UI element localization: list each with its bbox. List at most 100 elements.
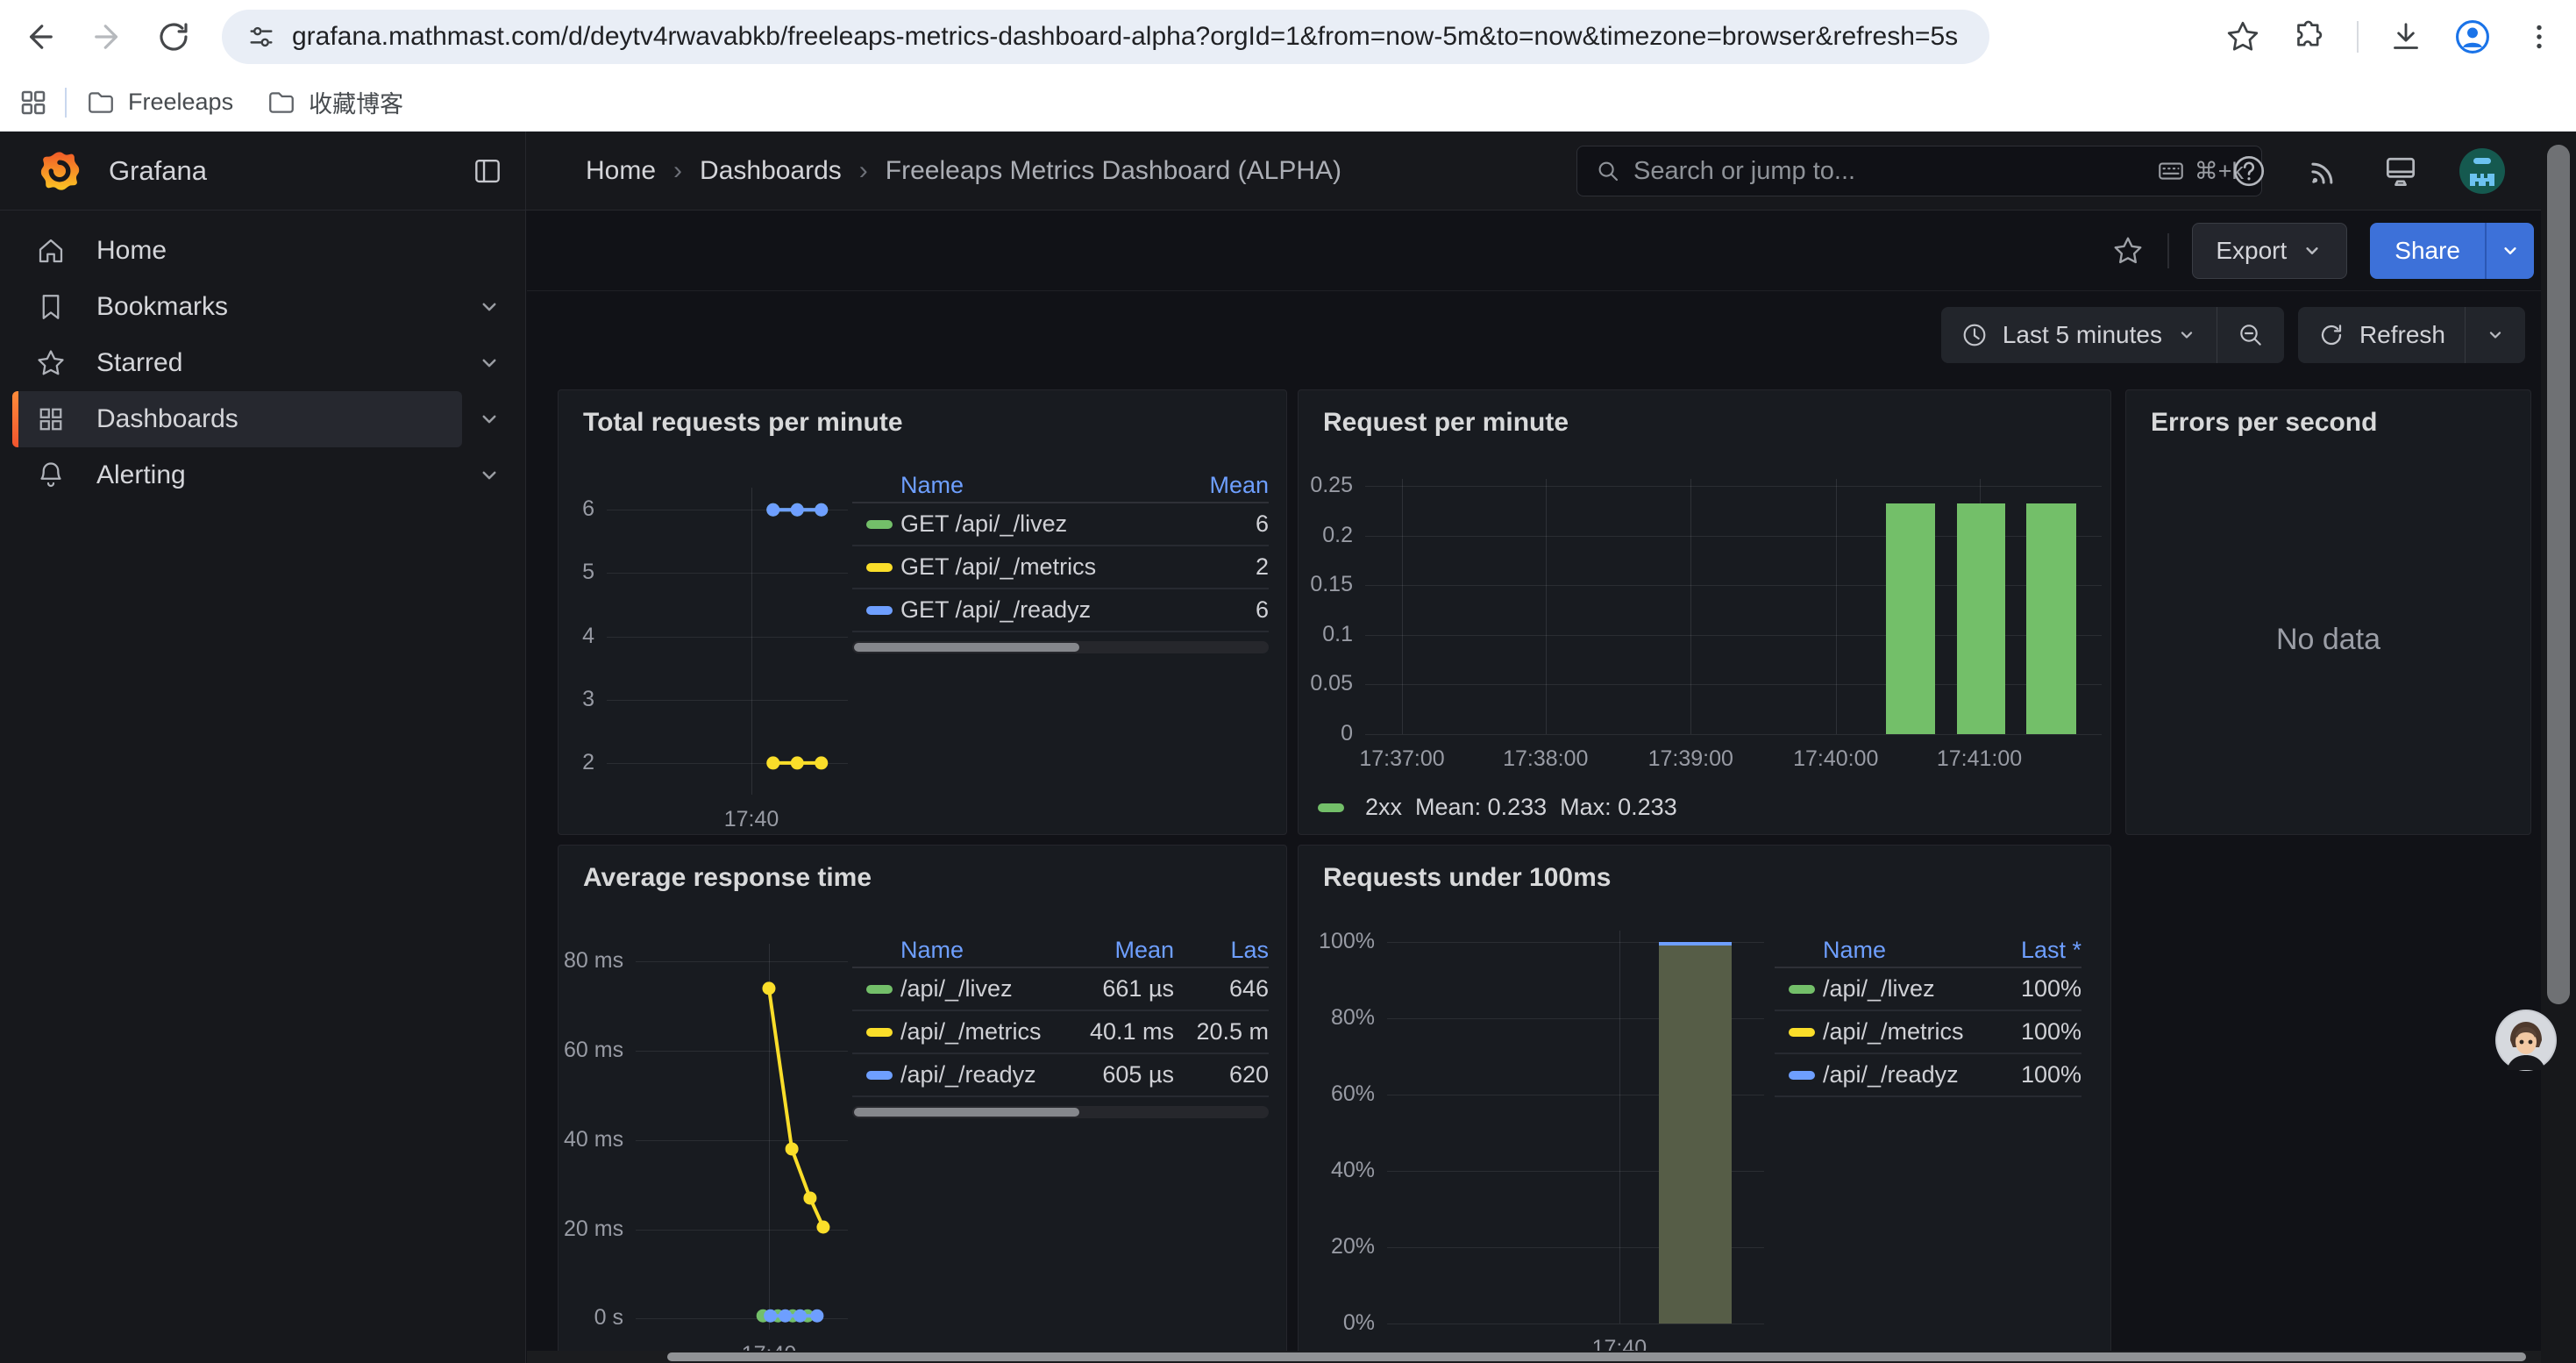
x-axis-tick-label: 17:39:00 [1612, 746, 1769, 772]
legend-row[interactable]: /api/_/metrics 100% [1775, 1011, 2081, 1054]
share-dropdown-button[interactable] [2485, 223, 2534, 279]
url-text: grafana.mathmast.com/d/deytv4rwavabkb/fr… [292, 22, 1958, 52]
chevron-down-icon[interactable] [462, 406, 516, 432]
panel-legend[interactable]: 2xx Mean: 0.233 Max: 0.233 [1318, 794, 1677, 821]
y-axis-tick-label: 40% [1304, 1158, 1375, 1183]
browser-toolbar: grafana.mathmast.com/d/deytv4rwavabkb/fr… [0, 0, 2576, 74]
timeseries-plot [607, 488, 848, 795]
panel-errors-per-second[interactable]: Errors per second No data [2125, 389, 2531, 835]
folder-icon [267, 88, 296, 118]
dashboards-grid-icon [35, 403, 67, 435]
favorite-star-icon[interactable] [2111, 234, 2145, 268]
panel-average-response-time[interactable]: Average response time Name Mean Las /api… [558, 845, 1287, 1363]
vertical-scrollbar[interactable] [2541, 132, 2576, 1363]
dashboard-canvas: Export Share Last 5 minutes [527, 211, 2541, 1363]
y-axis-tick-label: 0% [1304, 1310, 1375, 1336]
y-axis-tick-label: 0.1 [1304, 622, 1353, 647]
legend-row[interactable]: /api/_/livez 100% [1775, 968, 2081, 1011]
series-swatch [1789, 985, 1815, 994]
panel-title[interactable]: Requests under 100ms [1323, 863, 1611, 893]
x-axis-tick-label: 17:41:00 [1901, 746, 2059, 772]
x-axis-tick-label: 17:38:00 [1467, 746, 1625, 772]
panel-title[interactable]: Total requests per minute [583, 408, 903, 438]
search-input[interactable]: Search or jump to... ⌘+k [1576, 146, 2262, 196]
profile-icon[interactable] [2453, 18, 2492, 56]
share-split-button: Share [2370, 223, 2534, 279]
panel-requests-under-100ms[interactable]: Requests under 100ms Name Last * /api/_/… [1298, 845, 2111, 1363]
y-axis-tick-label: 4 [564, 624, 594, 649]
browser-forward-icon[interactable] [86, 16, 128, 58]
horizontal-scrollbar[interactable] [527, 1351, 2541, 1363]
refresh-button[interactable]: Refresh [2298, 307, 2465, 363]
site-settings-icon[interactable] [246, 22, 276, 52]
panel-title[interactable]: Request per minute [1323, 408, 1569, 438]
user-avatar[interactable] [2459, 147, 2506, 195]
series-swatch [866, 1071, 893, 1080]
export-button[interactable]: Export [2192, 223, 2347, 279]
apps-grid-icon[interactable] [18, 87, 49, 118]
series-swatch [1789, 1028, 1815, 1037]
legend-row[interactable]: /api/_/readyz 100% [1775, 1054, 2081, 1097]
sidebar-item-alerting[interactable]: Alerting [12, 447, 462, 503]
panel-total-requests[interactable]: Total requests per minute Name Mean GET … [558, 389, 1287, 835]
zoom-out-button[interactable] [2217, 307, 2284, 363]
scrollbar-thumb[interactable] [2547, 145, 2570, 1004]
browser-menu-icon[interactable] [2520, 18, 2558, 56]
x-axis-tick-label: 17:37:00 [1323, 746, 1481, 772]
bookmark-folder-freeleaps[interactable]: Freeleaps [86, 88, 233, 118]
y-axis-tick-label: 80% [1304, 1005, 1375, 1031]
kiosk-monitor-icon[interactable] [2381, 152, 2420, 190]
series-line [636, 944, 848, 1330]
assistant-avatar[interactable] [2494, 1009, 2558, 1072]
sidebar-item-starred[interactable]: Starred [12, 335, 462, 391]
scrollbar-thumb[interactable] [667, 1352, 2526, 1361]
address-bar[interactable]: grafana.mathmast.com/d/deytv4rwavabkb/fr… [222, 10, 1989, 64]
sidebar-item-home[interactable]: Home [12, 223, 462, 279]
extensions-icon[interactable] [2290, 18, 2329, 56]
series-swatch [866, 1028, 893, 1037]
chevron-down-icon[interactable] [462, 294, 516, 320]
panel-title[interactable]: Errors per second [2151, 408, 2377, 438]
chevron-down-icon[interactable] [462, 350, 516, 376]
sidebar-item-dashboards[interactable]: Dashboards [12, 391, 462, 447]
panel-request-per-minute[interactable]: Request per minute 2xx Mean: 0.233 Max: … [1298, 389, 2111, 835]
legend-row[interactable]: /api/_/livez 661 µs 646 [852, 968, 1269, 1011]
breadcrumb-dashboards[interactable]: Dashboards [700, 156, 842, 186]
time-range-picker[interactable]: Last 5 minutes [1941, 307, 2217, 363]
bookmark-folder-blogs[interactable]: 收藏博客 [267, 85, 403, 119]
bar [1886, 503, 1935, 734]
legend-scrollbar[interactable] [852, 1106, 1269, 1118]
legend-scrollbar[interactable] [852, 641, 1269, 653]
chevron-down-icon [2176, 325, 2197, 346]
grafana-logo-icon[interactable] [37, 148, 82, 194]
timeseries-plot [636, 944, 848, 1330]
series-swatch [1789, 1071, 1815, 1080]
refresh-interval-dropdown[interactable] [2466, 307, 2525, 363]
series-line [607, 488, 848, 795]
x-axis-tick-label: 17:40 [672, 807, 830, 832]
legend-row[interactable]: GET /api/_/metrics 2 [852, 546, 1269, 589]
downloads-icon[interactable] [2387, 18, 2425, 56]
legend-row[interactable]: /api/_/metrics 40.1 ms 20.5 m [852, 1011, 1269, 1054]
legend-row[interactable]: /api/_/readyz 605 µs 620 [852, 1054, 1269, 1097]
y-axis-tick-label: 2 [564, 750, 594, 775]
share-button[interactable]: Share [2370, 223, 2485, 279]
help-icon[interactable] [2231, 153, 2267, 189]
browser-back-icon[interactable] [19, 16, 61, 58]
bookmark-star-icon[interactable] [2224, 18, 2262, 56]
chevron-down-icon[interactable] [462, 462, 516, 489]
browser-reload-icon[interactable] [153, 16, 195, 58]
sidebar-item-bookmarks[interactable]: Bookmarks [12, 279, 462, 335]
star-icon [35, 347, 67, 379]
y-axis-tick-label: 0 [1304, 721, 1353, 746]
legend-header: Name Mean [852, 468, 1269, 503]
legend-row[interactable]: GET /api/_/readyz 6 [852, 589, 1269, 632]
bookmark-folder-label: 收藏博客 [309, 85, 403, 119]
news-rss-icon[interactable] [2306, 153, 2343, 189]
y-axis-tick-label: 0.25 [1304, 473, 1353, 498]
breadcrumb-home[interactable]: Home [586, 156, 656, 186]
sidebar-toggle-icon[interactable] [471, 154, 504, 188]
legend-row[interactable]: GET /api/_/livez 6 [852, 503, 1269, 546]
panel-title[interactable]: Average response time [583, 863, 872, 893]
panel-legend: Name Mean GET /api/_/livez 6 GET /api/_/… [852, 468, 1269, 653]
